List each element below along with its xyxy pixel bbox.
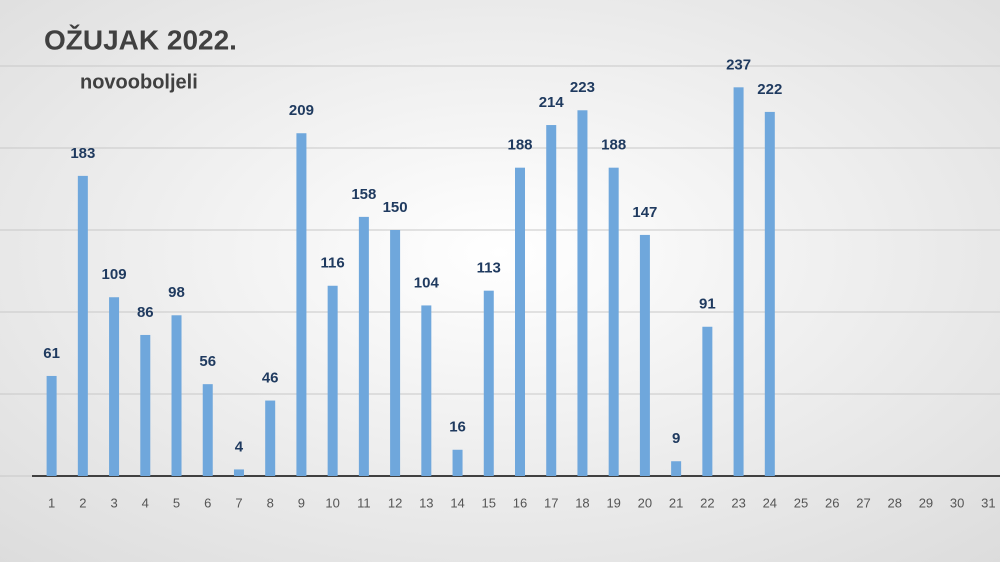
bar [702, 326, 713, 476]
bar [483, 290, 494, 476]
x-tick-label: 6 [204, 495, 211, 510]
bar [390, 230, 401, 476]
x-tick-label: 10 [325, 495, 339, 510]
bar [46, 375, 57, 476]
x-tick-label: 16 [513, 495, 527, 510]
x-tick-label: 15 [482, 495, 496, 510]
x-tick-label: 5 [173, 495, 180, 510]
bar [358, 216, 369, 476]
data-label: 116 [321, 255, 345, 272]
data-label: 188 [507, 137, 532, 154]
data-label: 209 [289, 102, 314, 119]
bar [233, 469, 244, 476]
bar [577, 110, 588, 476]
data-label: 86 [137, 304, 154, 321]
bar [421, 305, 432, 476]
data-label: 109 [102, 266, 127, 283]
x-tick-label: 26 [825, 495, 839, 510]
x-tick-label: 28 [887, 495, 901, 510]
chart-subtitle: novooboljeli [80, 71, 198, 93]
x-tick-label: 13 [419, 495, 433, 510]
x-tick-label: 9 [298, 495, 305, 510]
bar [265, 400, 276, 476]
bar [733, 87, 744, 476]
bar [171, 315, 182, 476]
bar [639, 234, 650, 476]
data-label: 222 [757, 81, 782, 98]
data-label: 9 [672, 430, 680, 447]
data-label: 113 [477, 260, 501, 277]
bar [296, 133, 307, 477]
data-label: 98 [168, 284, 185, 301]
x-tick-label: 1 [48, 495, 55, 510]
data-label: 147 [632, 204, 657, 221]
data-label: 150 [383, 199, 408, 216]
x-tick-label: 12 [388, 495, 402, 510]
x-tick-label: 23 [731, 495, 745, 510]
bar [671, 461, 682, 476]
data-label: 46 [262, 370, 279, 387]
bar [140, 334, 151, 476]
x-tick-label: 7 [235, 495, 242, 510]
data-label: 183 [70, 145, 95, 162]
bar [109, 297, 120, 476]
x-tick-label: 27 [856, 495, 870, 510]
x-tick-label: 8 [267, 495, 274, 510]
data-label: 104 [414, 274, 440, 291]
x-tick-label: 19 [606, 495, 620, 510]
x-tick-label: 3 [110, 495, 117, 510]
x-tick-label: 22 [700, 495, 714, 510]
bar [327, 285, 338, 476]
bar [764, 111, 775, 477]
x-tick-label: 20 [638, 495, 652, 510]
bar [77, 175, 88, 476]
data-label: 91 [699, 296, 716, 313]
x-tick-label: 29 [919, 495, 933, 510]
x-tick-label: 11 [357, 495, 371, 510]
x-tick-label: 14 [450, 495, 464, 510]
data-label: 158 [351, 186, 376, 203]
data-label: 214 [539, 94, 565, 111]
x-tick-label: 18 [575, 495, 589, 510]
data-label: 223 [570, 79, 595, 96]
x-tick-label: 24 [763, 495, 777, 510]
x-tick-label: 2 [79, 495, 86, 510]
bar [515, 167, 525, 476]
bar [452, 449, 463, 476]
data-label: 16 [449, 419, 466, 436]
x-tick-label: 4 [142, 495, 149, 510]
data-label: 4 [235, 438, 244, 455]
x-tick-label: 25 [794, 495, 808, 510]
x-tick-label: 30 [950, 495, 964, 510]
data-label: 61 [43, 345, 60, 362]
data-label: 188 [601, 137, 626, 154]
x-tick-label: 31 [981, 495, 995, 510]
bar [202, 384, 213, 476]
bar [546, 125, 557, 476]
x-tick-label: 21 [669, 495, 683, 510]
data-label: 56 [199, 353, 216, 370]
x-tick-label: 17 [544, 495, 558, 510]
data-label: 237 [726, 56, 751, 73]
chart-title: OŽUJAK 2022. [44, 24, 237, 55]
bar [608, 167, 619, 476]
